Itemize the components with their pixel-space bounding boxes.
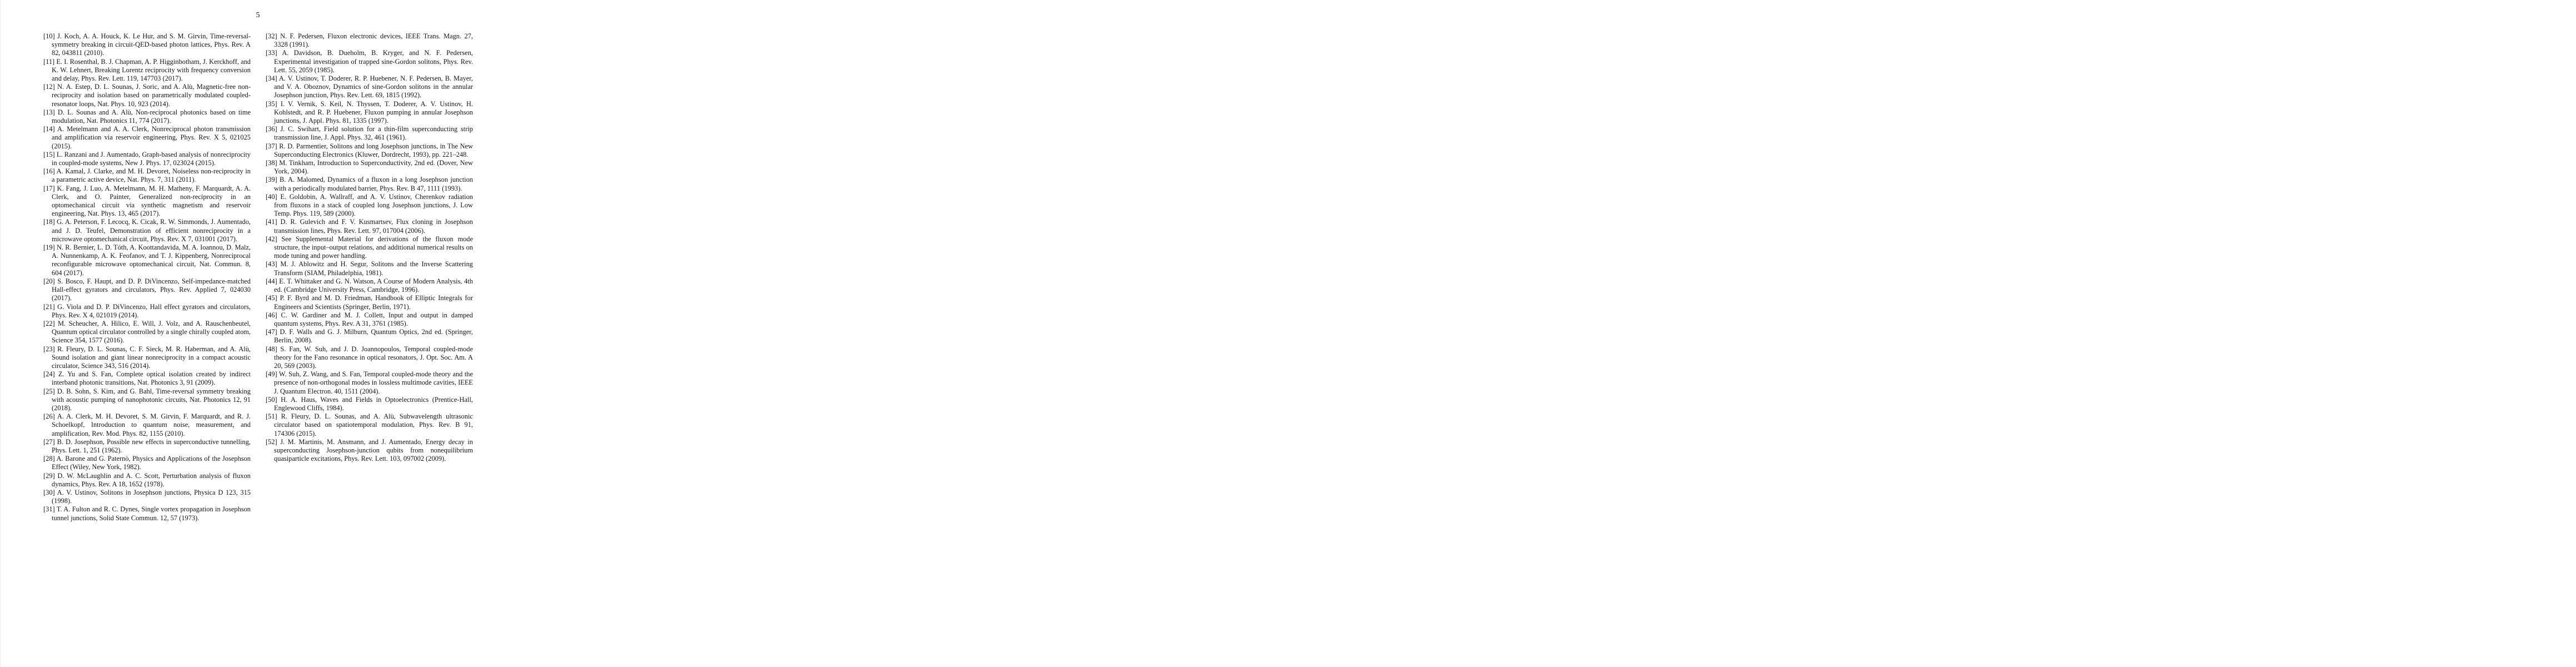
- page5-left-column: [10] J. Koch, A. A. Houck, K. Le Hur, an…: [43, 31, 251, 522]
- reference-item: [30] A. V. Ustinov, Solitons in Josephso…: [43, 488, 251, 505]
- reference-item: [25] D. B. Sohn, S. Kim, and G. Bahl, Ti…: [43, 387, 251, 412]
- reference-item: [13] D. L. Sounas and A. Alù, Non-recipr…: [43, 108, 251, 125]
- reference-item: [27] B. D. Josephson, Possible new effec…: [43, 437, 251, 454]
- reference-item: [48] S. Fan, W. Suh, and J. D. Joannopou…: [266, 345, 473, 370]
- reference-item: [14] A. Metelmann and A. A. Clerk, Nonre…: [43, 125, 251, 150]
- reference-item: [50] H. A. Haus, Waves and Fields in Opt…: [266, 395, 473, 412]
- reference-item: [31] T. A. Fulton and R. C. Dynes, Singl…: [43, 505, 251, 522]
- reference-item: [43] M. J. Ablowitz and H. Segur, Solito…: [266, 260, 473, 277]
- reference-item: [40] E. Goldobin, A. Wallraff, and A. V.…: [266, 192, 473, 218]
- reference-item: [45] P. F. Byrd and M. D. Friedman, Hand…: [266, 294, 473, 311]
- reference-item: [49] W. Suh, Z. Wang, and S. Fan, Tempor…: [266, 370, 473, 395]
- reference-item: [11] E. I. Rosenthal, B. J. Chapman, A. …: [43, 57, 251, 83]
- reference-item: [19] N. R. Bernier, L. D. Tóth, A. Koott…: [43, 243, 251, 277]
- reference-item: [42] See Supplemental Material for deriv…: [266, 235, 473, 260]
- reference-item: [10] J. Koch, A. A. Houck, K. Le Hur, an…: [43, 32, 251, 57]
- reference-item: [35] I. V. Vernik, S. Keil, N. Thyssen, …: [266, 99, 473, 125]
- reference-item: [46] C. W. Gardiner and M. J. Collett, I…: [266, 311, 473, 327]
- reference-item: [39] B. A. Malomed, Dynamics of a fluxon…: [266, 176, 473, 192]
- reference-item: [12] N. A. Estep, D. L. Sounas, J. Soric…: [43, 83, 251, 108]
- reference-item: [47] D. F. Walls and G. J. Milburn, Quan…: [266, 328, 473, 345]
- reference-item: [15] L. Ranzani and J. Aumentado, Graph-…: [43, 150, 251, 167]
- reference-item: [28] A. Barone and G. Paternò, Physics a…: [43, 455, 251, 471]
- reference-item: [52] J. M. Martinis, M. Ansmann, and J. …: [266, 437, 473, 463]
- references-list: [10] J. Koch, A. A. Houck, K. Le Hur, an…: [43, 32, 251, 522]
- reference-item: [51] R. Fleury, D. L. Sounas, and A. Alù…: [266, 412, 473, 437]
- reference-item: [20] S. Bosco, F. Haupt, and D. P. DiVin…: [43, 277, 251, 302]
- reference-item: [21] G. Viola and D. P. DiVincenzo, Hall…: [43, 302, 251, 319]
- reference-item: [29] D. W. McLaughlin and A. C. Scott, P…: [43, 471, 251, 488]
- reference-item: [23] R. Fleury, D. L. Sounas, C. F. Siec…: [43, 345, 251, 370]
- reference-item: [16] A. Kamal, J. Clarke, and M. H. Devo…: [43, 167, 251, 184]
- reference-item: [44] E. T. Whittaker and G. N. Watson, A…: [266, 277, 473, 294]
- reference-item: [32] N. F. Pedersen, Fluxon electronic d…: [266, 32, 473, 49]
- page5-right-column: [32] N. F. Pedersen, Fluxon electronic d…: [266, 31, 473, 522]
- reference-item: [18] G. A. Peterson, F. Lecocq, K. Cicak…: [43, 218, 251, 243]
- page-5: 5 [10] J. Koch, A. A. Houck, K. Le Hur, …: [0, 0, 515, 667]
- reference-item: [36] J. C. Swihart, Field solution for a…: [266, 125, 473, 142]
- reference-item: [24] Z. Yu and S. Fan, Complete optical …: [43, 370, 251, 387]
- reference-item: [26] A. A. Clerk, M. H. Devoret, S. M. G…: [43, 412, 251, 437]
- reference-item: [17] K. Fang, J. Luo, A. Metelmann, M. H…: [43, 184, 251, 218]
- reference-item: [37] R. D. Parmentier, Solitons and long…: [266, 142, 473, 158]
- references-list: [32] N. F. Pedersen, Fluxon electronic d…: [266, 32, 473, 463]
- page-number: 5: [256, 11, 260, 19]
- reference-item: [41] D. R. Gulevich and F. V. Kusmartsev…: [266, 218, 473, 235]
- reference-item: [34] A. V. Ustinov, T. Doderer, R. P. Hu…: [266, 74, 473, 99]
- reference-item: [33] A. Davidson, B. Dueholm, B. Kryger,…: [266, 49, 473, 74]
- reference-item: [22] M. Scheucher, A. Hilico, E. Will, J…: [43, 319, 251, 345]
- reference-item: [38] M. Tinkham, Introduction to Superco…: [266, 159, 473, 176]
